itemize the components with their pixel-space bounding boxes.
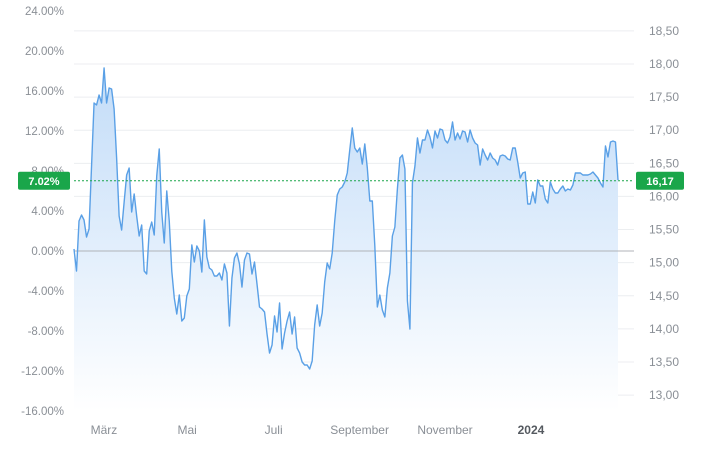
series-area-fill <box>74 68 618 411</box>
left-axis-tick-label: -12.00% <box>21 366 64 378</box>
right-axis-tick-label: 16,00 <box>649 189 679 203</box>
current-price-badge: 16,17 <box>636 171 684 190</box>
x-axis-tick-label: Mai <box>177 423 196 437</box>
left-axis-tick-label: 12.00% <box>25 126 64 138</box>
left-axis-tick-label: 4.00% <box>31 206 64 218</box>
right-axis-tick-label: 16,50 <box>649 156 679 170</box>
right-axis-tick-label: 14,50 <box>649 289 679 303</box>
left-axis-tick-label: 16.00% <box>25 86 64 98</box>
right-axis-tick-label: 14,00 <box>649 322 679 336</box>
x-axis-tick-label: September <box>330 423 389 437</box>
series-line <box>73 67 619 370</box>
right-axis: 18,50 18,00 17,50 17,00 16,50 16,00 15,50 15,00… <box>649 24 679 402</box>
right-axis-tick-label: 18,00 <box>649 57 679 71</box>
left-axis-tick-label: -8.00% <box>28 326 64 338</box>
right-axis-tick-label: 15,50 <box>649 223 679 237</box>
x-axis-tick-label: 2024 <box>518 423 545 437</box>
x-axis-tick-label: März <box>91 423 118 437</box>
left-axis-tick-label: 24.00% <box>25 6 64 18</box>
right-axis-tick-label: 17,00 <box>649 123 679 137</box>
right-axis-tick-label: 13,50 <box>649 355 679 369</box>
left-axis-tick-label: -16.00% <box>21 406 64 418</box>
left-axis-tick-label: 20.00% <box>25 46 64 58</box>
right-axis-tick-label: 13,00 <box>649 388 679 402</box>
right-axis-tick-label: 17,50 <box>649 90 679 104</box>
x-axis: März Mai Juli September November 2024 <box>91 423 545 437</box>
x-axis-tick-label: Juli <box>265 423 283 437</box>
current-percent-label: 7.02% <box>28 176 59 188</box>
current-percent-badge: 7.02% <box>18 171 70 190</box>
left-axis-tick-label: 0.00% <box>31 246 64 258</box>
left-axis-tick-label: -4.00% <box>28 286 64 298</box>
right-axis-tick-label: 15,00 <box>649 256 679 270</box>
x-axis-tick-label: November <box>417 423 472 437</box>
right-axis-tick-label: 18,50 <box>649 24 679 38</box>
current-price-label: 16,17 <box>646 176 674 188</box>
left-axis: 24.00%20.00%16.00%12.00%8.00%4.00%0.00%-… <box>21 6 64 418</box>
